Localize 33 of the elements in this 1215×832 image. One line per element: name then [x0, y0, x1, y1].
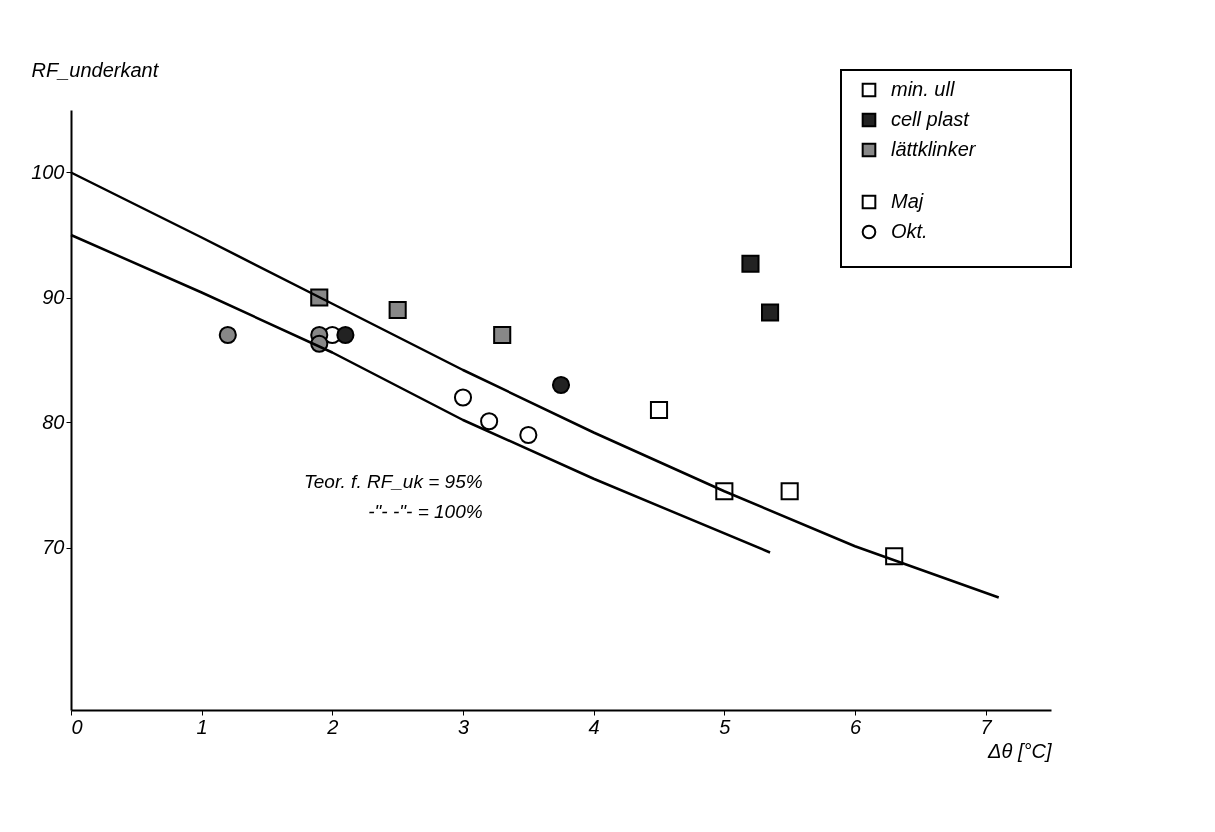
legend-label: Maj — [891, 190, 924, 212]
legend-label: cell plast — [891, 108, 971, 130]
point — [480, 412, 499, 431]
point — [453, 388, 473, 407]
annotation: Teor. f. RF_uk = 95% — [303, 471, 483, 492]
point — [519, 425, 538, 445]
x-tick-label: 6 — [849, 715, 862, 738]
y-tick-label: 80 — [42, 411, 65, 433]
legend-label: Okt. — [891, 220, 928, 242]
y-axis-title: RF_underkant — [31, 58, 160, 81]
point — [649, 400, 669, 420]
x-tick-label: 2 — [326, 715, 339, 738]
point — [493, 325, 512, 345]
x-tick-label: 1 — [196, 715, 208, 738]
y-tick-label: 70 — [42, 536, 65, 558]
point — [551, 375, 571, 395]
annotation: -"- -"- = 100% — [368, 501, 483, 522]
point — [741, 254, 760, 273]
point — [780, 482, 799, 501]
x-tick-label: 3 — [457, 715, 470, 738]
point — [218, 325, 237, 345]
point — [336, 325, 355, 345]
x-tick-label: 0 — [71, 715, 83, 738]
x-tick-label: 7 — [980, 715, 993, 738]
legend-label: min. ull — [891, 78, 955, 100]
y-tick-label: 90 — [42, 286, 65, 308]
x-axis-title: Δθ [°C] — [987, 739, 1052, 762]
y-tick-label: 100 — [31, 161, 65, 183]
legend-label: lättklinker — [891, 138, 977, 160]
point — [388, 300, 407, 320]
x-tick-label: 4 — [588, 715, 600, 738]
x-tick-label: 5 — [719, 715, 732, 738]
point — [761, 303, 780, 322]
